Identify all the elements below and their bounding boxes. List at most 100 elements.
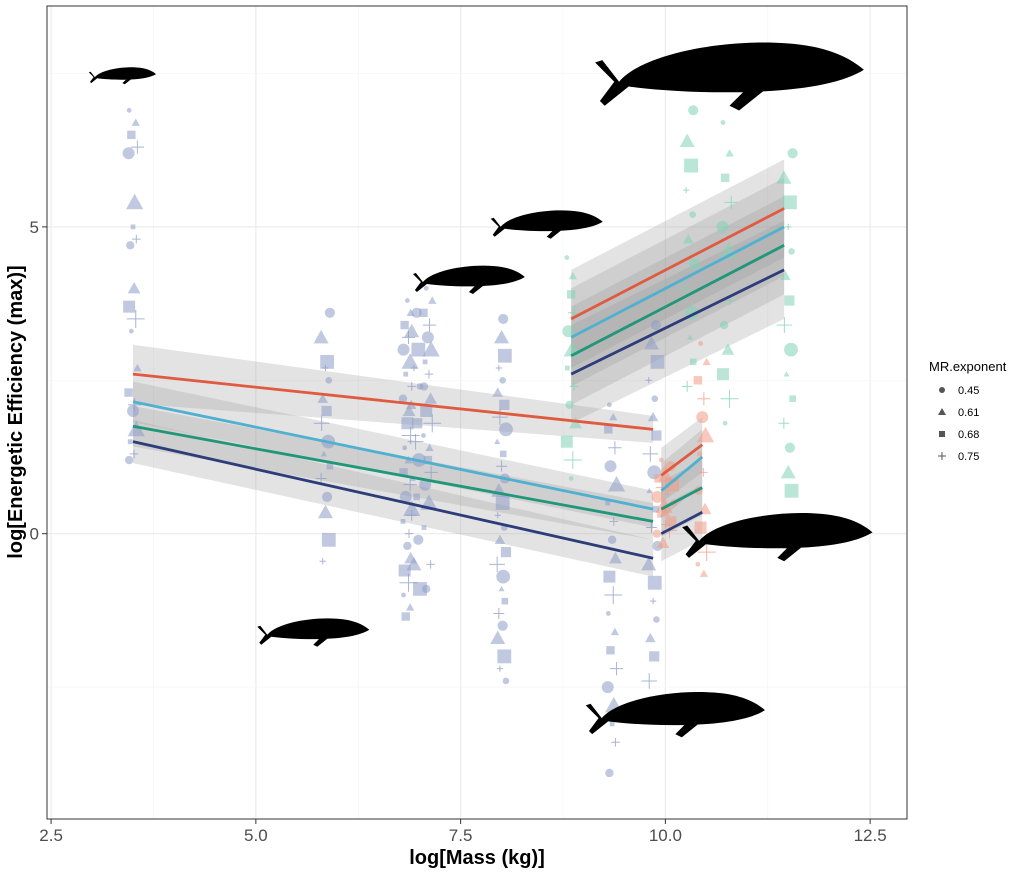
data-point (489, 556, 505, 573)
data-point (502, 677, 510, 685)
data-point (494, 329, 510, 344)
data-point (689, 358, 697, 366)
data-point (130, 224, 136, 230)
data-point (568, 476, 574, 481)
blue-whale-silhouette (595, 42, 864, 111)
data-point (651, 395, 659, 402)
data-point (324, 307, 335, 318)
data-point (404, 529, 414, 538)
data-point (560, 435, 573, 448)
data-point (778, 417, 790, 429)
data-point (320, 354, 335, 369)
data-point (490, 630, 506, 644)
data-point (424, 369, 434, 379)
regression-line-0.68 (132, 424, 654, 523)
data-point (422, 340, 440, 357)
data-point (697, 543, 716, 562)
data-point (686, 334, 693, 340)
data-point (422, 584, 431, 594)
legend-key-plus (938, 452, 946, 460)
data-point (609, 517, 619, 526)
data-point (783, 371, 790, 377)
data-point (784, 442, 795, 453)
data-point (609, 721, 615, 727)
data-point (132, 234, 141, 244)
data-point (404, 298, 410, 303)
data-point (413, 534, 424, 545)
data-point (784, 342, 798, 357)
data-point (398, 394, 408, 403)
data-point (126, 241, 135, 250)
data-point (653, 616, 660, 623)
data-point (695, 561, 701, 567)
data-point (689, 258, 700, 269)
data-point (568, 271, 577, 280)
data-point (494, 534, 506, 545)
data-point (313, 415, 330, 432)
data-point (402, 404, 416, 417)
data-point (716, 220, 729, 233)
data-point (605, 611, 611, 616)
data-point (496, 569, 511, 584)
data-point (652, 529, 662, 538)
data-point (127, 281, 141, 294)
data-point (563, 451, 582, 470)
data-point (719, 320, 729, 330)
data-point (322, 491, 333, 502)
data-point (495, 364, 502, 372)
regression-line-0.45 (570, 207, 785, 321)
data-point (720, 120, 726, 125)
data-point (650, 319, 661, 331)
data-point (497, 649, 512, 664)
data-point (784, 483, 799, 498)
data-point (126, 193, 144, 210)
data-point (646, 487, 653, 494)
legend-key-square (939, 431, 945, 437)
whale-silhouettes (88, 42, 873, 738)
data-point (725, 149, 734, 157)
data-point (317, 504, 333, 519)
data-point (422, 359, 428, 365)
data-point (611, 738, 620, 747)
data-point (413, 493, 420, 501)
data-point (683, 233, 694, 244)
data-point (421, 525, 427, 530)
data-point (609, 412, 618, 421)
data-point (720, 173, 730, 183)
data-point (658, 457, 664, 463)
data-point (419, 382, 429, 391)
data-point (789, 395, 796, 402)
data-point (422, 318, 437, 332)
confidence-band-0.75 (133, 420, 654, 577)
minke-whale-silhouette (490, 210, 603, 239)
panel-border (46, 5, 908, 820)
data-point (654, 474, 663, 483)
data-point (403, 500, 421, 517)
data-point (647, 575, 662, 590)
regression-line-0.75 (660, 510, 703, 535)
legend-title: MR.exponent (929, 359, 1007, 374)
y-tick-label: 0 (30, 525, 39, 544)
legend-label: 0.68 (958, 429, 979, 441)
data-point (601, 681, 614, 694)
data-point (501, 597, 509, 605)
data-point (401, 592, 406, 598)
data-point (604, 425, 613, 434)
x-axis-title: log[Mass (kg)] (409, 847, 545, 869)
data-point (497, 348, 512, 363)
data-point (315, 473, 327, 484)
data-point (665, 477, 680, 492)
data-point (423, 455, 433, 465)
data-point (724, 195, 738, 209)
y-axis-title: log[Energetic Efficiency (max)] (5, 265, 27, 558)
regression-line-0.75 (132, 440, 654, 560)
legend-label: 0.45 (958, 385, 979, 397)
data-point (647, 411, 659, 422)
data-point (655, 497, 673, 513)
data-point (401, 353, 419, 369)
confidence-band-0.45 (133, 344, 654, 443)
data-point (642, 446, 659, 462)
data-point (610, 627, 620, 636)
data-point (645, 632, 656, 643)
data-point (425, 443, 434, 452)
